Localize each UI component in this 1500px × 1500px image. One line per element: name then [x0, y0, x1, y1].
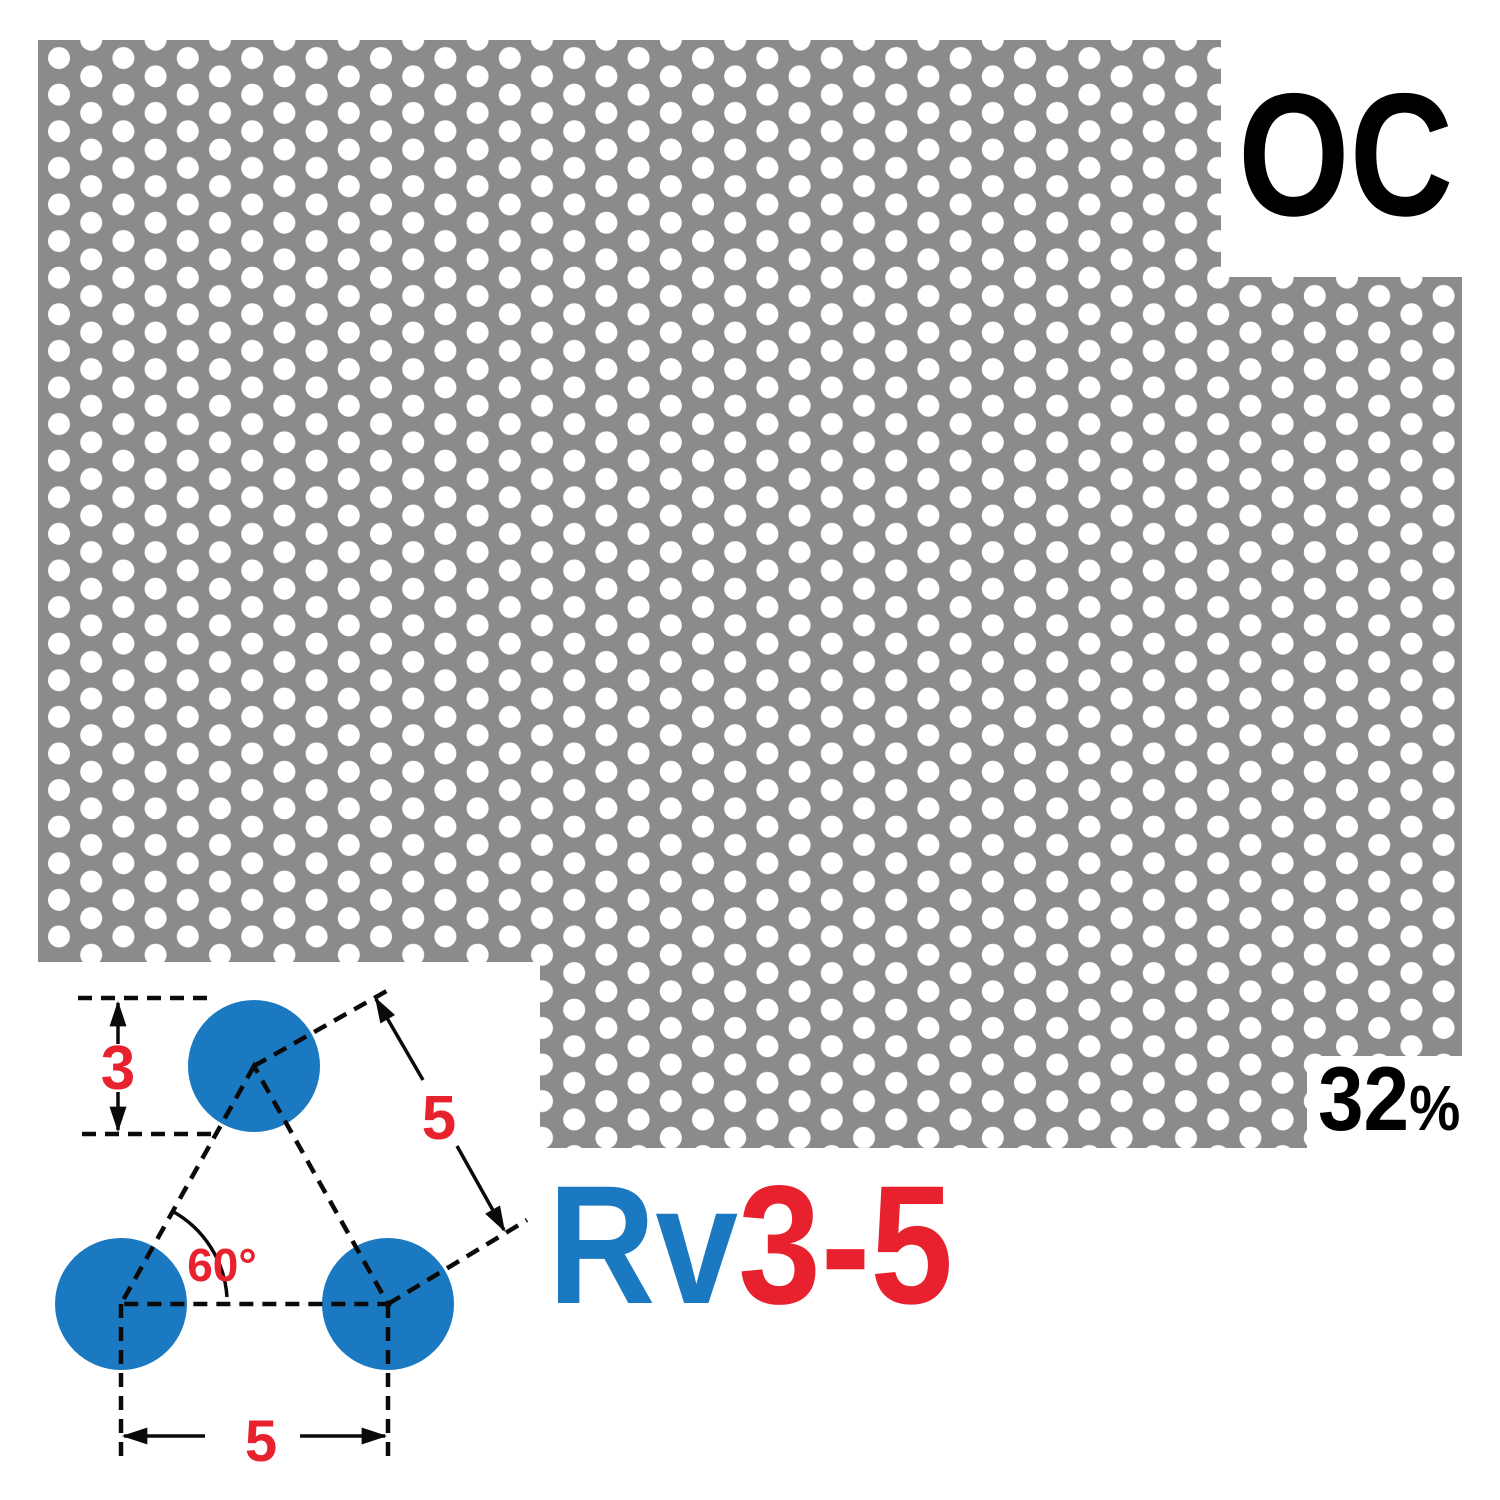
- pitch-triangle: [117, 1061, 392, 1307]
- diagonal-arrow-down: [455, 1145, 506, 1232]
- angle-label: 60°: [187, 1239, 257, 1291]
- perforated-sheet: [38, 40, 1462, 1148]
- open-area-label: 32%: [1318, 1049, 1460, 1150]
- pattern-code-group: Rv3-5: [548, 1150, 953, 1339]
- pattern-code-label: Rv3-5: [548, 1150, 953, 1339]
- hole-diameter-label: 3: [101, 1034, 135, 1103]
- angle-arc: [171, 1209, 229, 1298]
- horizontal-pitch-label: 5: [245, 1409, 277, 1474]
- hole-pattern-diagram: 3 5 60° 5: [55, 986, 529, 1474]
- open-area-value: 32: [1318, 1049, 1409, 1150]
- diagonal-pitch-label: 5: [422, 1084, 456, 1153]
- material-label: OC: [1238, 56, 1453, 252]
- diagonal-extension-bottom: [386, 1218, 529, 1306]
- diagonal-extension-top: [252, 986, 394, 1068]
- open-area-unit: %: [1409, 1072, 1460, 1143]
- pattern-code-prefix: Rv: [548, 1150, 738, 1339]
- diagonal-arrow-up: [374, 997, 425, 1081]
- material-label-group: OC: [1238, 56, 1453, 252]
- pattern-code-suffix: 3-5: [738, 1150, 953, 1339]
- sheet-holes-overlay: [38, 40, 1462, 1148]
- open-area-group: 32%: [1318, 1049, 1460, 1150]
